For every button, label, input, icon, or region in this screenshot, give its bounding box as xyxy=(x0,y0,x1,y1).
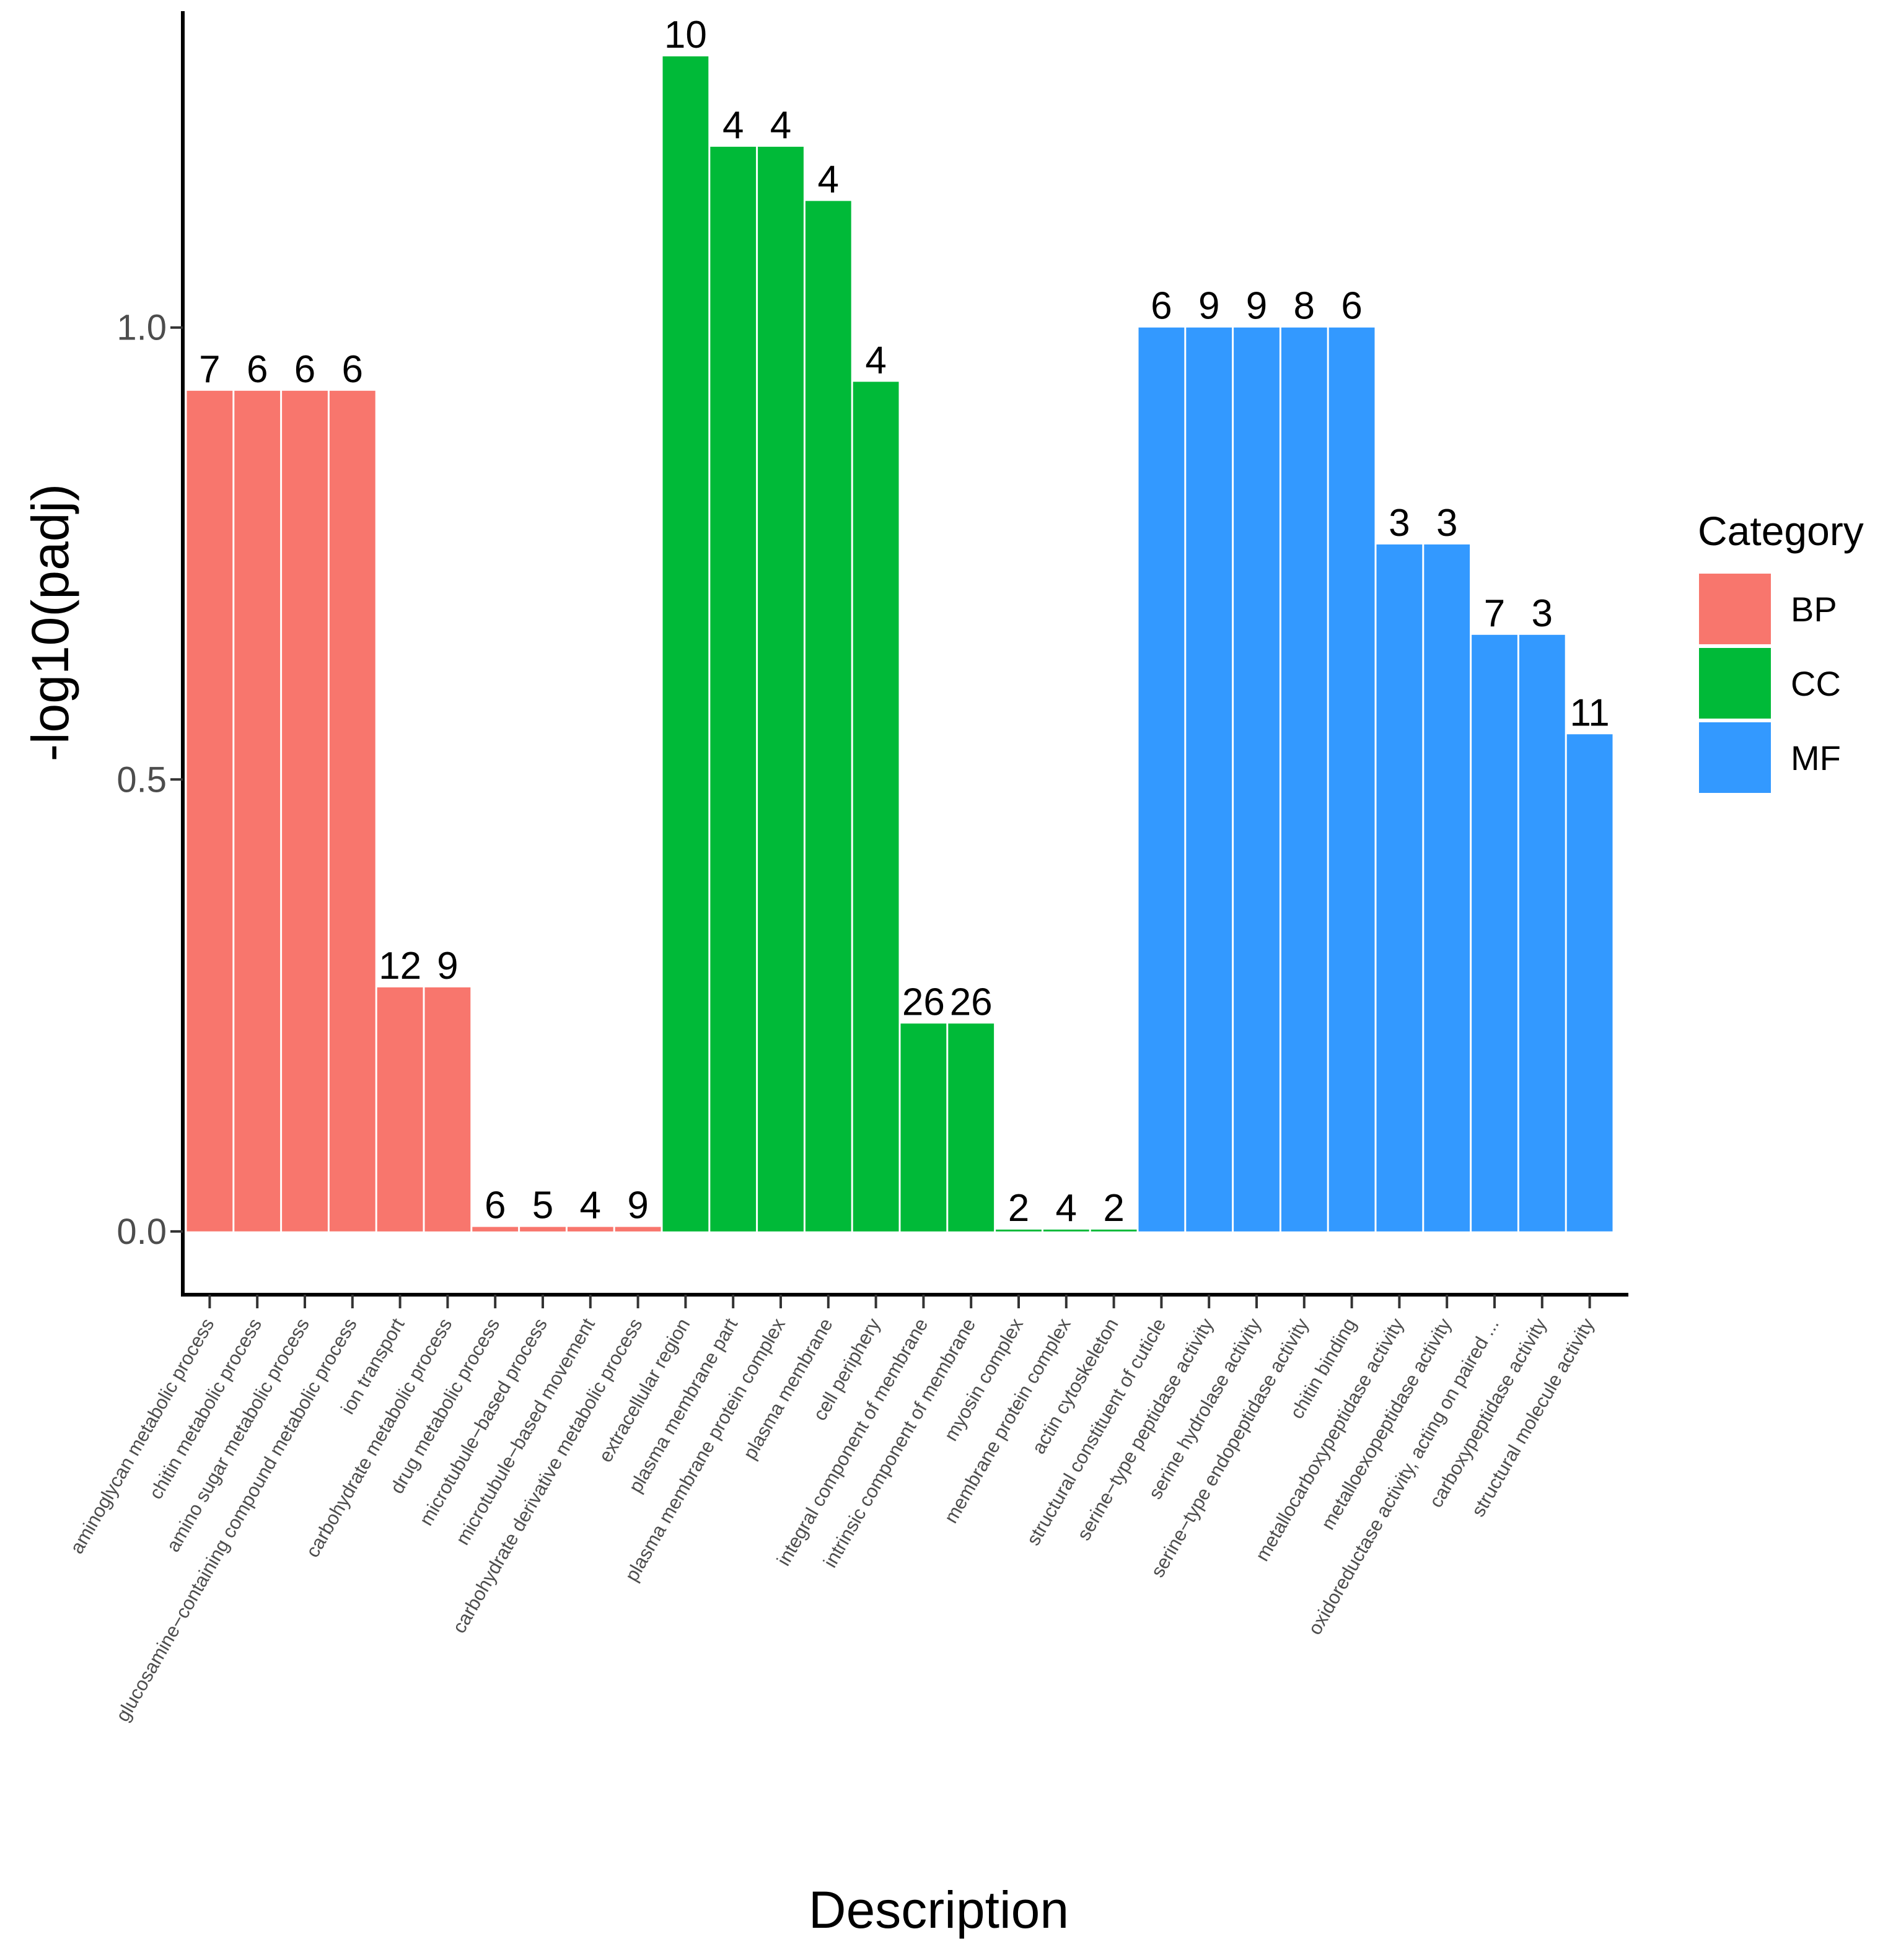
count-label-22: 9 xyxy=(1198,285,1219,328)
count-label-8: 5 xyxy=(532,1184,553,1227)
count-label-10: 9 xyxy=(627,1184,648,1227)
count-label-6: 9 xyxy=(437,945,458,987)
x-tick-label-20: actin cytoskeleton xyxy=(1027,1315,1123,1458)
count-label-3: 6 xyxy=(294,348,315,391)
count-label-27: 3 xyxy=(1436,502,1457,545)
bar-27 xyxy=(1424,544,1470,1232)
y-axis-title: -log10(padj) xyxy=(21,484,79,761)
bar-17 xyxy=(948,1023,994,1232)
bar-13 xyxy=(758,146,804,1232)
bar-10 xyxy=(615,1227,661,1232)
bar-9 xyxy=(567,1227,613,1232)
bar-11 xyxy=(662,56,709,1232)
count-label-1: 7 xyxy=(199,348,220,391)
count-label-11: 10 xyxy=(664,14,707,56)
bar-8 xyxy=(520,1227,566,1232)
count-label-5: 12 xyxy=(379,945,421,987)
count-label-25: 6 xyxy=(1341,285,1362,328)
count-label-15: 4 xyxy=(865,339,886,382)
bar-16 xyxy=(900,1023,947,1232)
bar-7 xyxy=(472,1227,519,1232)
y-tick-label-2: 1.0 xyxy=(116,308,167,348)
count-label-26: 3 xyxy=(1389,502,1410,545)
count-label-19: 4 xyxy=(1056,1187,1077,1230)
count-label-20: 2 xyxy=(1103,1187,1124,1230)
count-label-23: 9 xyxy=(1246,285,1267,328)
bar-26 xyxy=(1376,544,1423,1232)
y-tick-label-1: 0.5 xyxy=(116,759,167,800)
bar-6 xyxy=(424,987,471,1232)
count-label-7: 6 xyxy=(485,1184,506,1227)
count-label-21: 6 xyxy=(1151,285,1172,328)
legend-swatch-cc xyxy=(1699,648,1771,719)
legend-title: Category xyxy=(1698,508,1864,554)
bar-28 xyxy=(1472,634,1517,1232)
legend-swatch-mf xyxy=(1699,722,1771,793)
count-label-24: 8 xyxy=(1294,285,1315,328)
count-label-2: 6 xyxy=(247,348,268,391)
bar-18 xyxy=(996,1229,1042,1232)
bar-5 xyxy=(377,987,423,1232)
bar-21 xyxy=(1138,327,1185,1232)
count-label-29: 3 xyxy=(1532,592,1553,635)
bar-14 xyxy=(805,201,851,1232)
bar-15 xyxy=(853,382,899,1232)
bar-2 xyxy=(234,390,281,1232)
legend-label-bp: BP xyxy=(1791,590,1837,629)
count-label-18: 2 xyxy=(1008,1187,1029,1230)
bar-19 xyxy=(1043,1229,1089,1232)
count-label-17: 26 xyxy=(950,981,993,1023)
bar-29 xyxy=(1519,634,1565,1232)
bar-24 xyxy=(1281,327,1327,1232)
y-tick-label-0: 0.0 xyxy=(116,1212,167,1252)
bar-23 xyxy=(1234,327,1280,1232)
legend-label-mf: MF xyxy=(1791,738,1841,777)
count-label-12: 4 xyxy=(722,104,744,147)
count-label-16: 26 xyxy=(902,981,945,1023)
count-label-9: 4 xyxy=(580,1184,601,1227)
legend-swatch-bp xyxy=(1699,574,1771,644)
count-label-28: 7 xyxy=(1484,592,1505,635)
legend: Category BP CC MF xyxy=(1698,508,1864,793)
bars-layer xyxy=(187,56,1613,1232)
bar-3 xyxy=(282,390,328,1232)
x-axis-title: Description xyxy=(809,1881,1069,1939)
bar-12 xyxy=(710,146,757,1232)
count-label-4: 6 xyxy=(342,348,363,391)
bar-22 xyxy=(1186,327,1232,1232)
count-label-14: 4 xyxy=(818,158,839,201)
bar-4 xyxy=(329,390,375,1232)
y-axis-ticks: 0.0 0.5 1.0 xyxy=(116,308,183,1252)
legend-label-cc: CC xyxy=(1791,664,1841,703)
bar-25 xyxy=(1328,327,1375,1232)
bar-30 xyxy=(1566,734,1613,1232)
count-label-30: 11 xyxy=(1570,691,1609,734)
bar-20 xyxy=(1091,1229,1137,1232)
bar-1 xyxy=(187,390,233,1232)
count-label-13: 4 xyxy=(770,104,791,147)
